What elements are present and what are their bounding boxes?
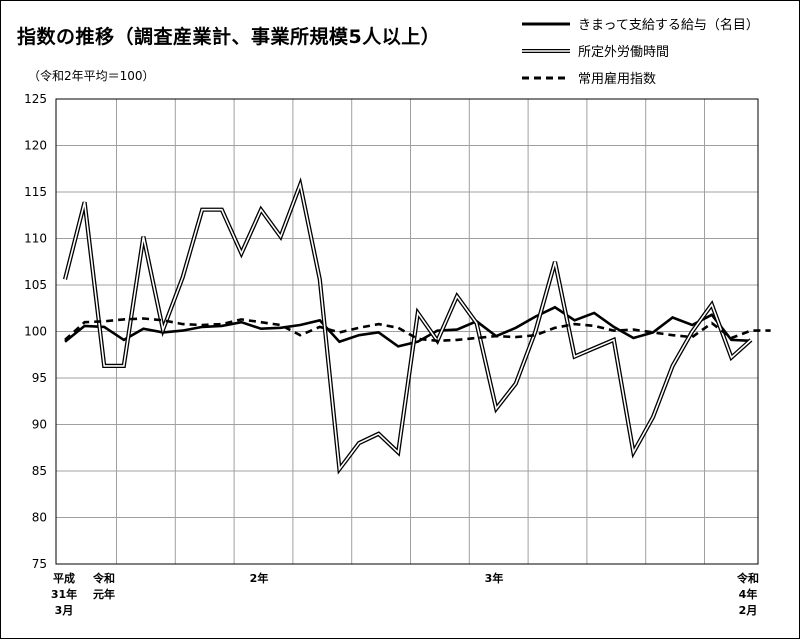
y-tick-label: 110	[24, 232, 47, 246]
x-tick-label: 2月	[739, 604, 758, 617]
series-line-wage	[64, 305, 752, 348]
legend: きまって支給する給与（名目） 所定外労働時間 常用雇用指数	[522, 10, 759, 91]
y-tick-label: 115	[24, 185, 47, 199]
y-tick-label: 120	[24, 139, 47, 153]
y-tick-label: 80	[32, 511, 47, 525]
legend-item-employment: 常用雇用指数	[522, 64, 759, 91]
y-tick-label: 125	[24, 92, 47, 106]
legend-swatch-solid	[522, 22, 570, 25]
x-tick-label: 4年	[739, 587, 758, 601]
x-tick-label: 3年	[485, 571, 504, 585]
y-tick-label: 100	[24, 325, 47, 339]
chart-subtitle: （令和2年平均＝100）	[28, 69, 155, 83]
series-line-employment	[64, 317, 771, 343]
y-tick-label: 90	[32, 418, 47, 432]
y-tick-label: 75	[32, 557, 47, 571]
x-tick-label: 2年	[250, 571, 269, 585]
x-tick-label: 令和	[92, 571, 115, 585]
legend-item-wage: きまって支給する給与（名目）	[522, 10, 759, 37]
legend-swatch-dashed	[522, 76, 570, 79]
x-tick-label: 平成	[53, 571, 75, 585]
legend-item-overtime: 所定外労働時間	[522, 37, 759, 64]
x-tick-label: 31年	[51, 587, 77, 601]
legend-label-overtime: 所定外労働時間	[578, 45, 670, 60]
x-tick-label: 3月	[55, 604, 74, 617]
series-line-overtime-inner	[64, 181, 752, 472]
chart-title: 指数の推移（調査産業計、事業所規模5人以上）	[17, 26, 441, 48]
y-tick-label: 105	[24, 278, 47, 292]
legend-swatch-double	[522, 48, 570, 53]
legend-label-employment: 常用雇用指数	[578, 72, 657, 87]
legend-label-wage: きまって支給する給与（名目）	[578, 18, 759, 33]
y-tick-label: 95	[32, 371, 47, 385]
x-tick-label: 元年	[93, 587, 115, 601]
x-tick-label: 令和	[736, 571, 759, 585]
y-tick-label: 85	[32, 464, 47, 478]
